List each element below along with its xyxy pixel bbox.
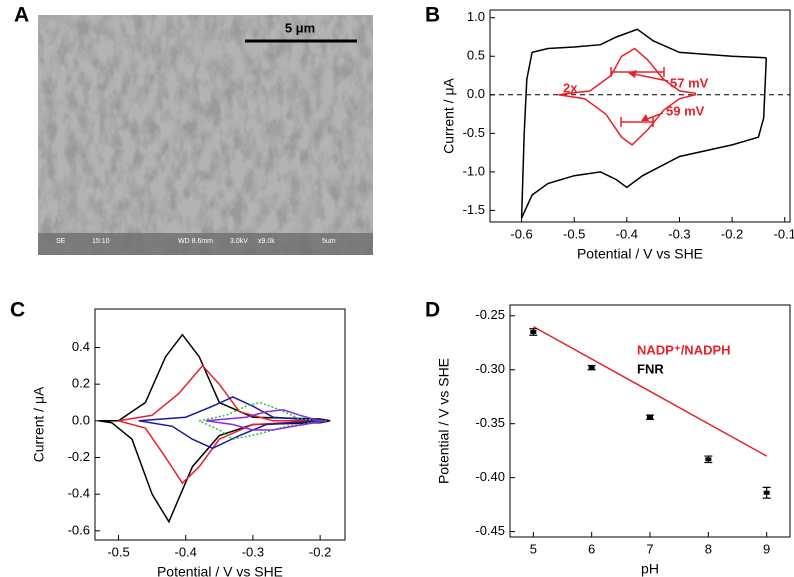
info-text: WD 8.6mm (178, 238, 213, 245)
sem-image: 5 μm SE 15:10 WD 8.6mm 3.0kV x9.0k 5um (38, 15, 373, 255)
info-text: 3.0kV (230, 238, 248, 245)
x-tick-label: -0.2 (721, 226, 743, 241)
x-tick-label: -0.3 (242, 544, 264, 559)
y-tick-label: 1.0 (467, 9, 485, 24)
x-tick-label: -0.5 (563, 226, 585, 241)
info-text: SE (56, 238, 66, 245)
series-line (198, 401, 328, 440)
plot-frame (489, 9, 791, 223)
y-tick-label: -0.4 (68, 486, 90, 501)
annotation: 57 mV (670, 75, 709, 90)
panel-label: D (425, 299, 440, 322)
y-tick-label: -0.25 (475, 307, 505, 322)
y-tick-label: -0.6 (68, 522, 90, 537)
y-axis-title: Current / μA (441, 77, 457, 153)
x-tick-label: 5 (530, 541, 537, 556)
panel-label: B (425, 4, 440, 27)
series-line (558, 47, 697, 146)
series-line (532, 325, 768, 457)
y-tick-label: 0.0 (467, 86, 485, 101)
annotation: 2x (563, 80, 578, 95)
y-tick-label: -0.40 (475, 469, 505, 484)
legend-label: NADP⁺/NADPH (637, 342, 731, 357)
x-tick-label: -0.4 (616, 226, 638, 241)
x-tick-label: -0.3 (668, 226, 690, 241)
y-tick-label: -0.35 (475, 415, 505, 430)
x-tick-label: -0.4 (175, 544, 197, 559)
x-tick-label: -0.2 (309, 544, 331, 559)
info-text: x9.0k (258, 238, 275, 245)
y-tick-label: -0.45 (475, 523, 505, 538)
y-tick-label: -1.0 (463, 163, 485, 178)
x-axis-title: Potential / V vs SHE (157, 564, 283, 577)
y-tick-label: 0.4 (72, 339, 90, 354)
series-line (138, 396, 327, 450)
plot-frame (94, 308, 346, 541)
series-line (98, 333, 331, 524)
point (647, 415, 653, 420)
x-tick-label: -0.1 (774, 226, 794, 241)
x-tick-label: -0.6 (510, 226, 532, 241)
series-line (520, 28, 768, 219)
y-axis-title: Potential / V vs SHE (436, 358, 452, 484)
info-text: 5um (322, 238, 336, 245)
series-line (118, 364, 327, 485)
point (705, 457, 712, 462)
annotation: 59 mV (666, 103, 705, 118)
info-text: 15:10 (92, 238, 110, 245)
point (763, 490, 770, 495)
legend-label: FNR (637, 361, 664, 376)
y-tick-label: -0.5 (463, 125, 485, 140)
plot-frame (509, 304, 791, 538)
panel-b-decor (610, 67, 669, 127)
x-tick-label: 9 (763, 541, 770, 556)
y-tick-label: -1.5 (463, 202, 485, 217)
y-tick-label: 0.5 (467, 48, 485, 63)
x-axis-title: pH (641, 561, 659, 577)
x-tick-label: 7 (646, 541, 653, 556)
panel-label: A (14, 4, 29, 27)
x-axis-title: Potential / V vs SHE (577, 246, 703, 262)
x-tick-label: 8 (705, 541, 712, 556)
point (588, 365, 595, 370)
series-line (205, 409, 328, 431)
scale-label: 5 μm (285, 20, 315, 35)
y-tick-label: 0.0 (72, 412, 90, 427)
x-tick-label: -0.5 (107, 544, 129, 559)
y-tick-label: -0.30 (475, 361, 505, 376)
y-tick-label: 0.2 (72, 376, 90, 391)
x-tick-label: 6 (588, 541, 595, 556)
y-tick-label: -0.2 (68, 449, 90, 464)
panel-label: C (10, 299, 25, 322)
point (530, 329, 537, 334)
y-axis-title: Current / μA (31, 386, 47, 462)
